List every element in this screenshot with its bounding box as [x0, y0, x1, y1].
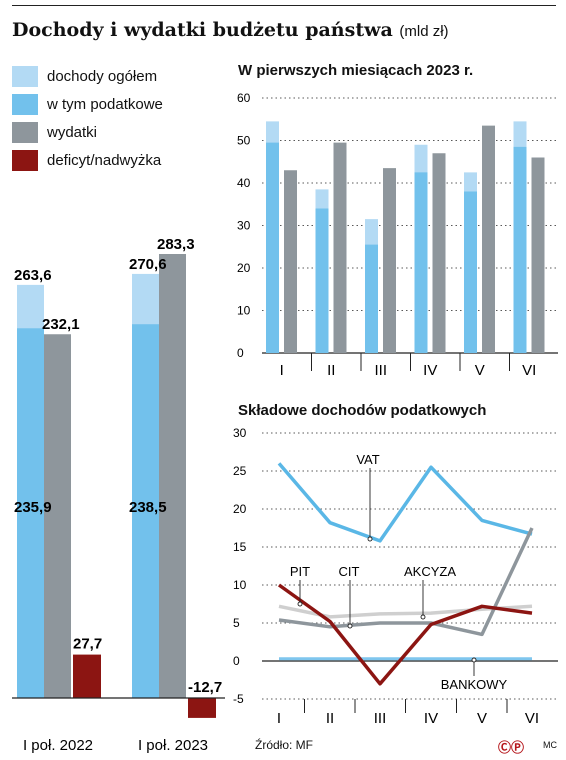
bar-tax-income-0 [17, 328, 44, 698]
top-rule [12, 5, 556, 6]
legend-label-tax-income: w tym podatkowe [47, 95, 163, 113]
xtick-tax-4: V [477, 710, 487, 727]
ytick-tax-1: 0 [233, 654, 240, 668]
xtick-tax-2: III [374, 710, 387, 727]
legend-swatch-total-income [12, 65, 38, 87]
bar-monthly-tax-income-1 [315, 208, 329, 353]
ytick-tax-5: 20 [233, 502, 247, 516]
annotation-akcyza: AKCYZA [404, 564, 456, 579]
legend: dochody ogółem w tym podatkowe wydatki d… [12, 62, 163, 174]
ytick-monthly-2: 20 [237, 261, 251, 275]
bar-monthly-tax-income-2 [365, 244, 378, 353]
title-text: Dochody i wydatki budżetu państwa [12, 19, 393, 41]
bar-monthly-expenses-1 [333, 142, 347, 353]
annotation-bankowy: BANKOWY [441, 677, 508, 692]
bar-monthly-expenses-2 [383, 168, 396, 353]
ytick-monthly-5: 50 [237, 134, 251, 148]
label-total-income-0: 263,6 [14, 267, 52, 284]
annotation-cit: CIT [339, 564, 360, 579]
bar-monthly-expenses-0 [284, 170, 297, 353]
legend-label-expenses: wydatki [47, 123, 98, 141]
dot-cit [347, 623, 353, 629]
bar-monthly-expenses-5 [531, 157, 545, 353]
xtick-monthly-1: II [327, 362, 335, 379]
tax-chart-title: Składowe dochodów podatkowych [238, 402, 487, 419]
line-vat [277, 462, 533, 543]
xtick-monthly-0: I [280, 362, 284, 379]
annotation-pit: PIT [290, 564, 310, 579]
bar-expenses-0 [44, 334, 71, 698]
label-total-income-1: 270,6 [129, 256, 167, 273]
legend-label-deficit: deficyt/nadwyżka [47, 151, 162, 169]
ytick-tax-3: 10 [233, 578, 247, 592]
bar-monthly-tax-income-4 [464, 191, 477, 353]
bar-monthly-tax-income-0 [266, 142, 279, 353]
legend-item-total-income: dochody ogółem [12, 62, 163, 90]
xtick-half-1: I poł. 2023 [138, 737, 208, 754]
label-expenses-1: 283,3 [157, 236, 195, 253]
bar-monthly-tax-income-3 [414, 172, 428, 353]
ytick-tax-4: 15 [233, 540, 247, 554]
xtick-monthly-2: III [374, 362, 387, 379]
bar-monthly-tax-income-5 [513, 146, 527, 353]
ytick-monthly-4: 40 [237, 176, 251, 190]
source-note: Źródło: MF [255, 738, 314, 752]
dot-bankowy [471, 657, 477, 663]
xtick-half-0: I poł. 2022 [23, 737, 93, 754]
xtick-tax-1: II [326, 710, 334, 727]
label-deficit-1: -12,7 [188, 679, 222, 696]
legend-swatch-tax-income [12, 93, 38, 115]
pap-logo: ⒸⓅ [498, 740, 525, 755]
ytick-monthly-3: 30 [237, 219, 251, 233]
ytick-monthly-0: 0 [237, 346, 244, 360]
legend-item-deficit: deficyt/nadwyżka [12, 146, 163, 174]
label-expenses-0: 232,1 [42, 316, 80, 333]
title-unit: (mld zł) [399, 23, 449, 40]
dot-pit [297, 601, 303, 607]
xtick-monthly-5: VI [522, 362, 536, 379]
dot-akcyza [420, 614, 426, 620]
bar-monthly-expenses-4 [482, 125, 495, 353]
xtick-tax-0: I [277, 710, 281, 727]
bar-monthly-expenses-3 [432, 153, 446, 353]
label-deficit-0: 27,7 [73, 636, 102, 653]
ytick-tax-0: -5 [233, 692, 244, 706]
page-title: Dochody i wydatki budżetu państwa (mld z… [12, 19, 449, 41]
bar-tax-income-1 [132, 324, 159, 698]
dot-vat [367, 536, 373, 542]
legend-swatch-deficit [12, 149, 38, 171]
xtick-tax-3: IV [424, 710, 438, 727]
monthly-chart-title: W pierwszych miesiącach 2023 r. [238, 62, 474, 79]
ytick-tax-2: 5 [233, 616, 240, 630]
ytick-monthly-6: 60 [237, 91, 251, 105]
author-initials: MC [543, 740, 557, 750]
bar-expenses-1 [159, 254, 186, 698]
legend-label-total-income: dochody ogółem [47, 67, 158, 85]
line-cit [278, 527, 534, 637]
line-pit [277, 583, 533, 686]
bar-deficit-0 [73, 654, 101, 698]
annotation-vat: VAT [356, 452, 379, 467]
ytick-tax-6: 25 [233, 464, 247, 478]
xtick-monthly-4: V [475, 362, 485, 379]
bar-deficit-1 [188, 698, 216, 718]
ytick-monthly-1: 10 [237, 304, 251, 318]
ytick-tax-7: 30 [233, 426, 247, 440]
legend-item-tax-income: w tym podatkowe [12, 90, 163, 118]
legend-item-expenses: wydatki [12, 118, 163, 146]
xtick-monthly-3: IV [423, 362, 437, 379]
xtick-tax-5: VI [525, 710, 539, 727]
legend-swatch-expenses [12, 121, 38, 143]
label-tax-income-0: 235,9 [14, 499, 52, 516]
label-tax-income-1: 238,5 [129, 499, 167, 516]
